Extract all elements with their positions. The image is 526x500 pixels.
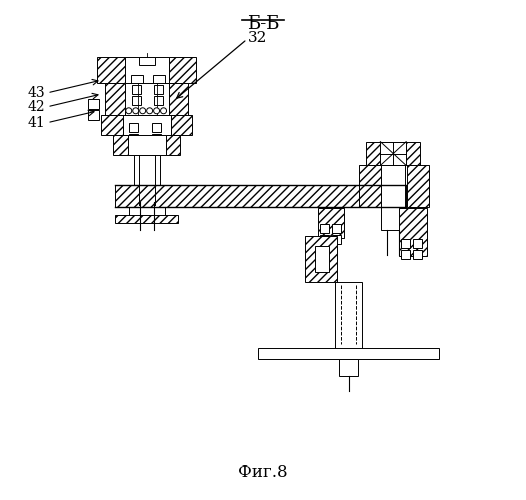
Bar — [381, 166, 405, 230]
Bar — [88, 99, 99, 109]
Bar — [139, 57, 155, 65]
Text: Фиг.8: Фиг.8 — [238, 464, 288, 480]
Bar — [168, 83, 188, 115]
Bar — [359, 166, 381, 207]
Text: 43: 43 — [27, 86, 45, 100]
Bar — [413, 250, 422, 259]
Bar — [401, 239, 410, 248]
Circle shape — [140, 108, 146, 114]
Circle shape — [160, 108, 167, 114]
Bar — [380, 142, 406, 166]
Text: 41: 41 — [27, 116, 45, 130]
Bar — [115, 186, 406, 207]
Bar — [367, 142, 420, 166]
Text: Б-Б: Б-Б — [247, 16, 279, 34]
Bar — [128, 134, 166, 154]
Bar — [413, 239, 422, 248]
Bar — [331, 224, 340, 233]
Bar — [123, 115, 170, 134]
Bar — [129, 134, 138, 142]
Bar — [170, 115, 193, 134]
Bar — [258, 348, 439, 360]
Bar — [132, 85, 140, 94]
Bar — [113, 134, 128, 154]
Bar — [88, 110, 99, 120]
Bar — [401, 250, 410, 259]
Bar — [320, 235, 329, 244]
Bar — [154, 96, 163, 105]
Bar — [335, 282, 362, 350]
Bar — [305, 236, 337, 282]
Bar — [132, 96, 140, 105]
Circle shape — [126, 108, 132, 114]
Bar — [315, 246, 329, 272]
Bar — [97, 57, 125, 83]
Bar — [151, 122, 160, 132]
Bar — [154, 85, 163, 94]
Bar — [168, 57, 196, 83]
Bar — [153, 75, 165, 83]
Bar — [105, 83, 125, 115]
Bar — [407, 166, 429, 207]
Circle shape — [154, 108, 159, 114]
Bar — [151, 134, 160, 142]
Bar — [101, 115, 123, 134]
Bar — [134, 154, 159, 202]
Bar — [399, 208, 427, 256]
Bar — [125, 83, 168, 115]
Bar — [129, 122, 138, 132]
Bar — [129, 204, 165, 216]
Text: 32: 32 — [248, 31, 268, 45]
Bar — [115, 215, 178, 223]
Bar — [166, 134, 180, 154]
Bar — [153, 85, 165, 95]
Circle shape — [133, 108, 139, 114]
Bar — [320, 224, 329, 233]
Bar — [131, 75, 143, 83]
Circle shape — [147, 108, 153, 114]
Bar — [318, 208, 343, 238]
Text: 42: 42 — [27, 100, 45, 114]
Bar — [331, 235, 340, 244]
Bar — [339, 360, 358, 376]
Bar — [131, 85, 143, 95]
Bar — [125, 57, 168, 83]
